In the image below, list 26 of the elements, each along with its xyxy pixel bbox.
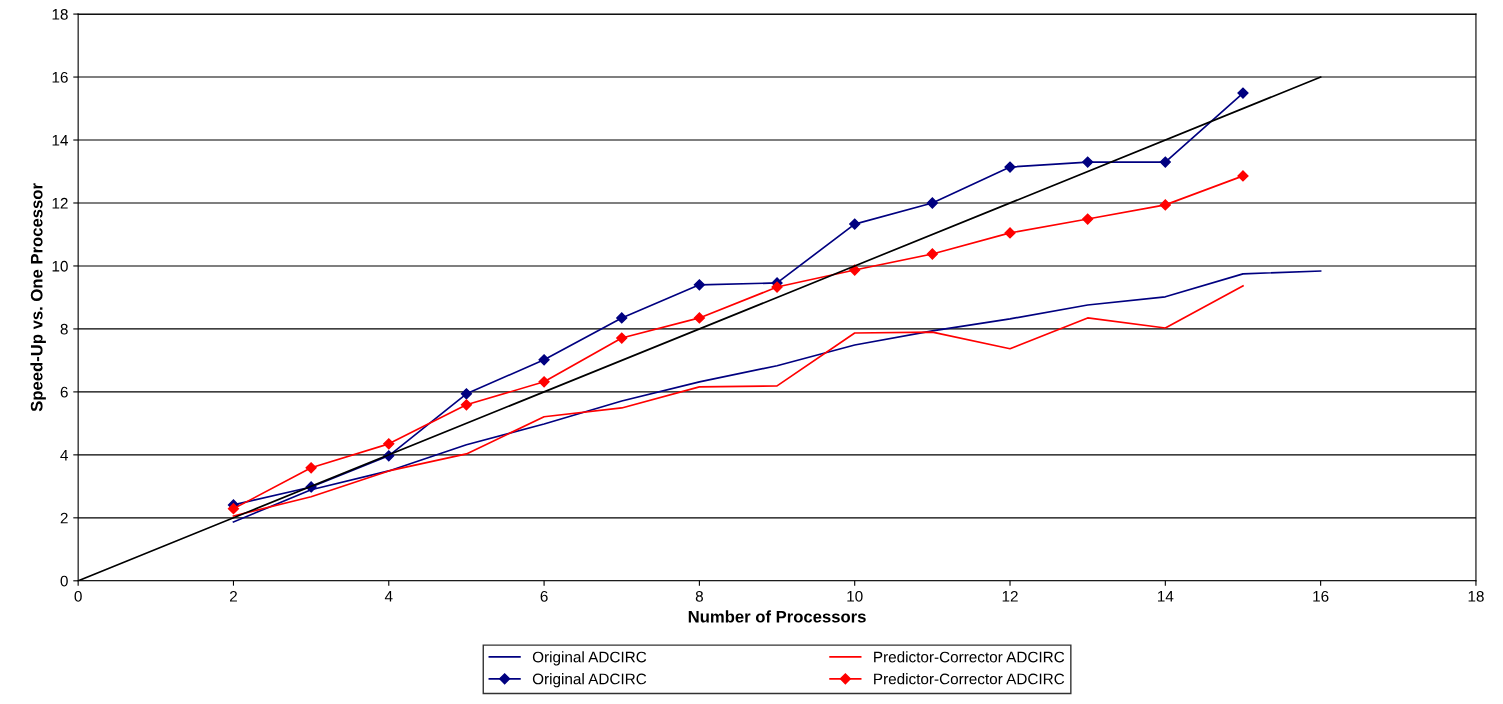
legend-label: Original ADCIRC (532, 651, 647, 666)
x-tick-label: 16 (1313, 590, 1329, 602)
y-tick-label: 14 (52, 135, 68, 146)
x-tick-label: 2 (229, 590, 237, 602)
x-axis-title: Number of Processors (688, 610, 866, 623)
y-tick-label: 0 (60, 575, 68, 587)
y-tick-label: 4 (60, 449, 68, 461)
x-tick-label: 18 (1468, 590, 1484, 602)
y-tick-label: 8 (60, 323, 68, 335)
x-tick-label: 12 (1002, 590, 1018, 602)
legend-label: Predictor-Corrector ADCIRC (874, 651, 1065, 663)
y-axis-title: Speed-Up vs. One Processor (30, 183, 46, 412)
x-tick-label: 4 (384, 591, 393, 602)
y-tick-label: 16 (52, 71, 68, 83)
x-tick-label: 14 (1157, 591, 1174, 602)
legend-label: Predictor-Corrector ADCIRC (874, 673, 1065, 685)
x-tick-label: 0 (74, 590, 82, 602)
y-tick-label: 12 (52, 197, 68, 209)
y-tick-label: 18 (52, 8, 68, 20)
x-tick-label: 10 (847, 590, 863, 602)
y-tick-label: 10 (52, 260, 68, 272)
x-tick-label: 6 (540, 590, 548, 602)
y-tick-label: 6 (60, 386, 68, 398)
y-tick-label: 2 (60, 512, 68, 524)
legend-label: Original ADCIRC (532, 673, 647, 688)
x-tick-label: 8 (695, 590, 703, 602)
